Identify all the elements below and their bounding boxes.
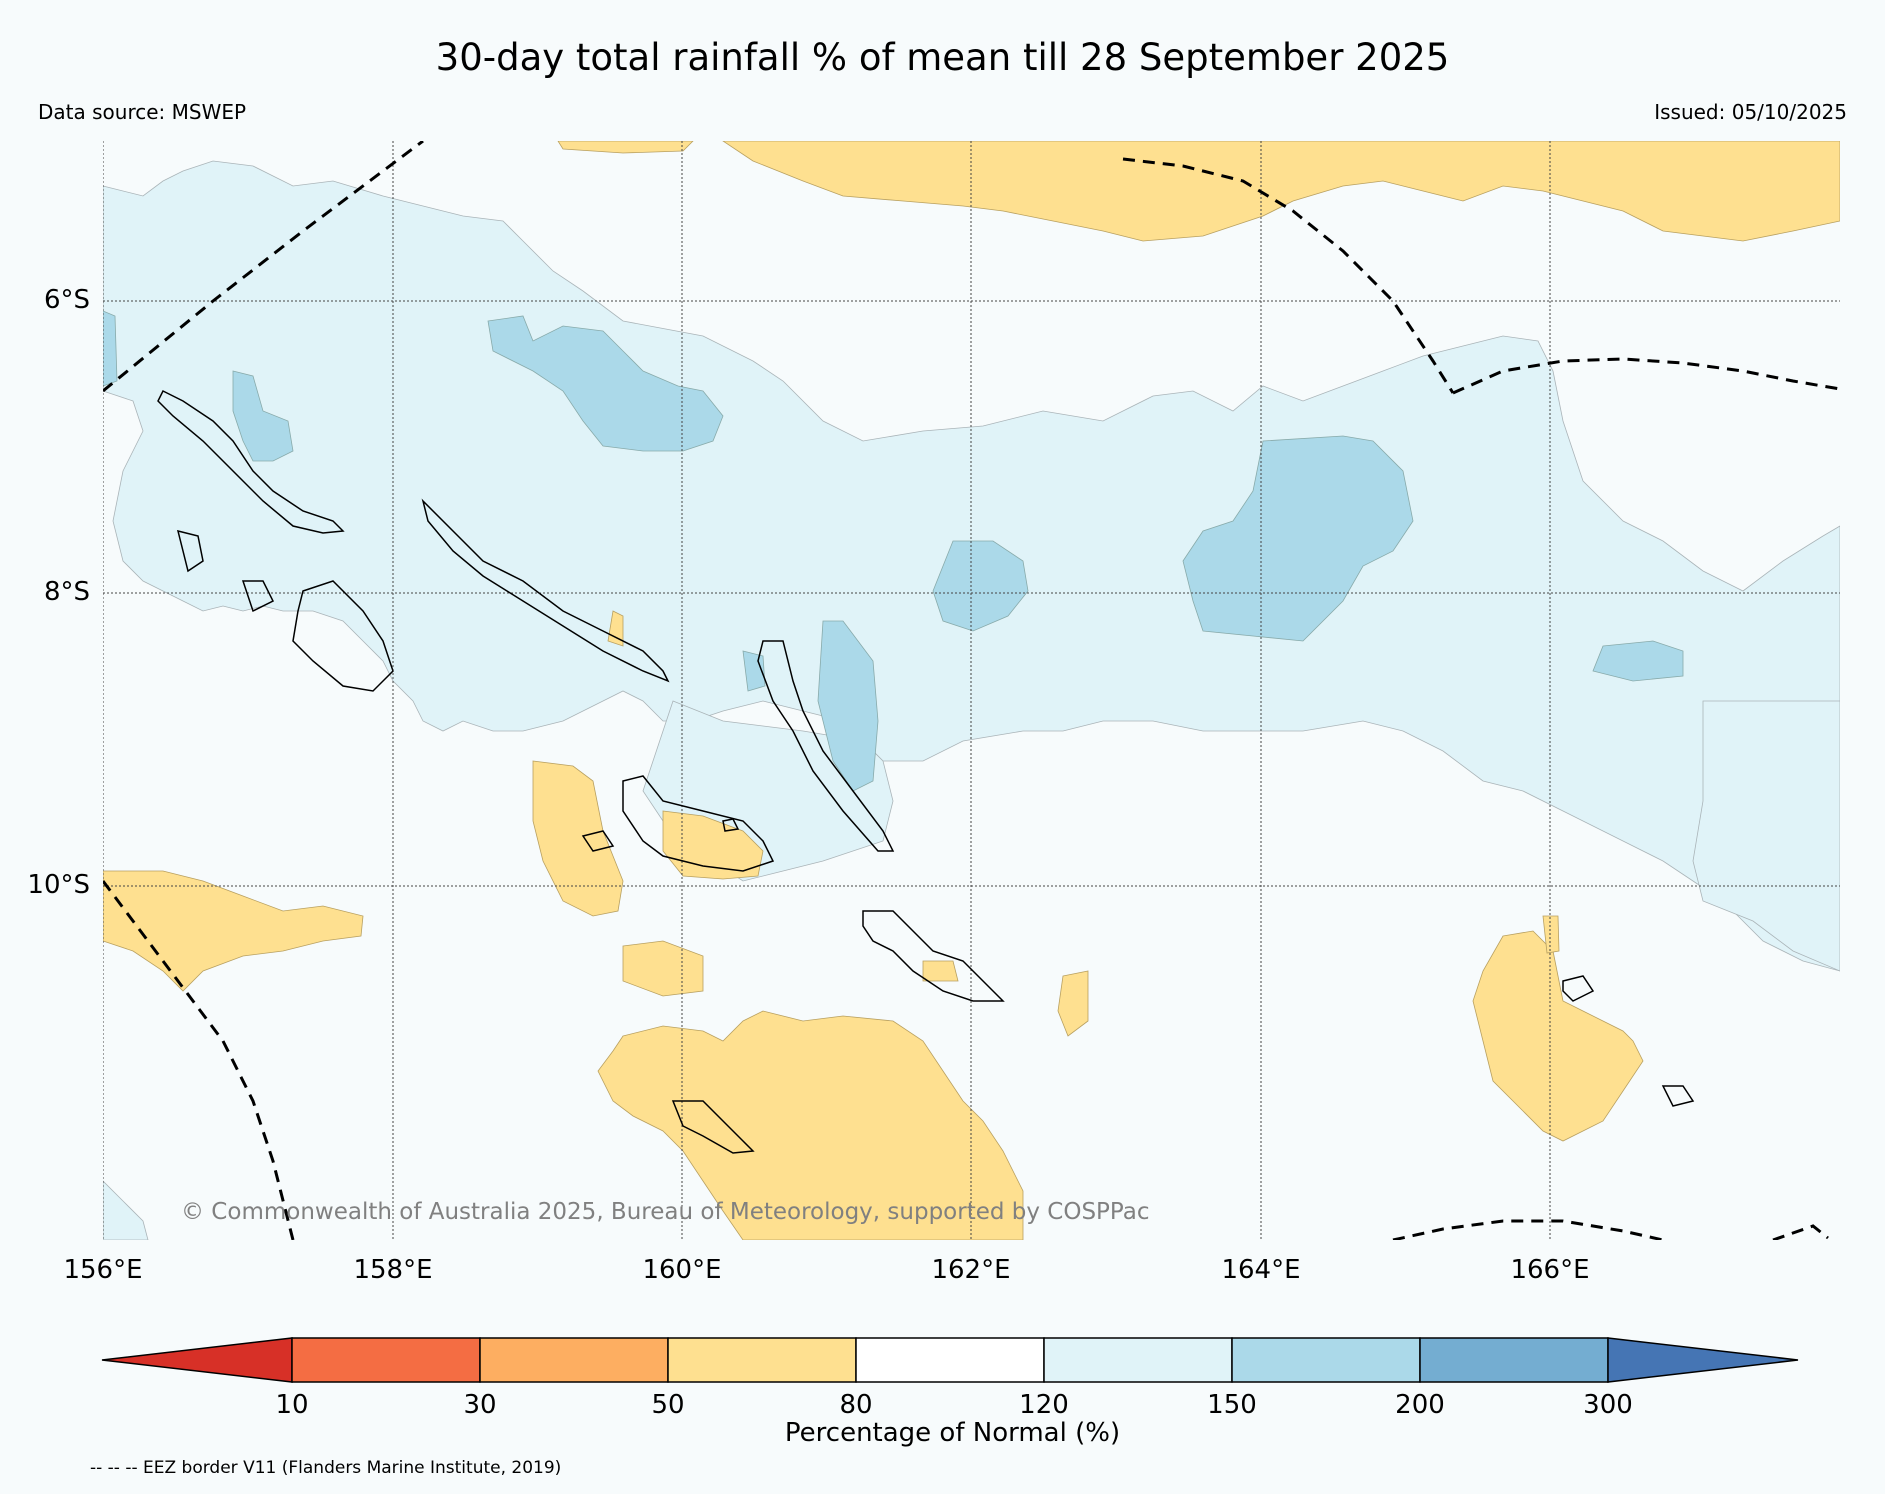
dry-region-north-2 [722,141,1840,242]
gridlines [103,141,1840,1240]
rainfall-map: © Commonwealth of Australia 2025, Bureau… [103,141,1840,1240]
colorbar-high-arrow [1607,1337,1799,1383]
lon-label-160e: 160°E [642,1255,722,1285]
dry-region-small-2 [922,960,959,982]
dry-region-island-3 [622,940,704,997]
colorbar [101,1337,1799,1383]
lat-label-8s: 8°S [43,577,90,607]
colorbar-segment-120-150 [1043,1337,1233,1383]
dry-region-small-4 [607,610,624,647]
colorbar-tick-10: 10 [275,1390,309,1420]
colorbar-tick-300: 300 [1583,1390,1633,1420]
lat-label-6s: 6°S [43,285,90,315]
colorbar-segment-80-120 [855,1337,1045,1383]
coastlines [157,389,1695,1154]
lon-label-162e: 162°E [931,1255,1011,1285]
colorbar-title: Percentage of Normal (%) [784,1418,1121,1448]
lon-label-158e: 158°E [353,1255,433,1285]
wet-region-medium-3 [1182,435,1414,642]
lon-label-166e: 166°E [1510,1255,1590,1285]
dry-region-se [1472,930,1644,1142]
wet-region-medium-1 [487,315,724,452]
wet-region-light-sw [103,1180,149,1240]
colorbar-segment-30-50 [479,1337,669,1383]
wet-region-medium-6 [1592,640,1684,682]
colorbar-segment-50-80 [667,1337,857,1383]
lat-label-10s: 10°S [27,870,90,900]
data-source: Data source: MSWEP [38,100,247,124]
dry-region-nw [103,870,364,992]
colorbar-tick-120: 120 [1019,1390,1069,1420]
wet-region-medium-7 [103,310,118,387]
wet-region-medium-5 [817,620,879,792]
copyright-text: © Commonwealth of Australia 2025, Bureau… [181,1199,1150,1225]
eez-borders [103,141,1840,1240]
colorbar-segment-10-30 [291,1337,481,1383]
colorbar-segment-200-300 [1419,1337,1609,1383]
colorbar-tick-50: 50 [651,1390,685,1420]
wet-region-light-se [1692,700,1840,972]
colorbar-tick-200: 200 [1395,1390,1445,1420]
wet-region-medium-2 [232,370,294,462]
colorbar-segment-150-200 [1231,1337,1421,1383]
wet-region-medium-4 [932,540,1029,632]
eez-legend-note: -- -- -- EEZ border V11 (Flanders Marine… [90,1458,562,1478]
wet-region-medium-8 [742,650,766,692]
colorbar-tick-80: 80 [839,1390,873,1420]
dry-region-small-1 [1057,970,1089,1037]
issued-date: Issued: 05/10/2025 [1654,100,1847,124]
lon-label-156e: 156°E [63,1255,143,1285]
dry-region-small-3 [1542,915,1560,954]
colorbar-tick-150: 150 [1207,1390,1257,1420]
map-title: 30-day total rainfall % of mean till 28 … [435,36,1450,79]
dry-region-north [557,141,694,154]
colorbar-tick-30: 30 [463,1390,497,1420]
dry-region-island-1 [532,760,624,917]
lon-label-164e: 164°E [1221,1255,1301,1285]
dry-region-south [597,1010,1024,1240]
colorbar-low-arrow [101,1337,293,1383]
